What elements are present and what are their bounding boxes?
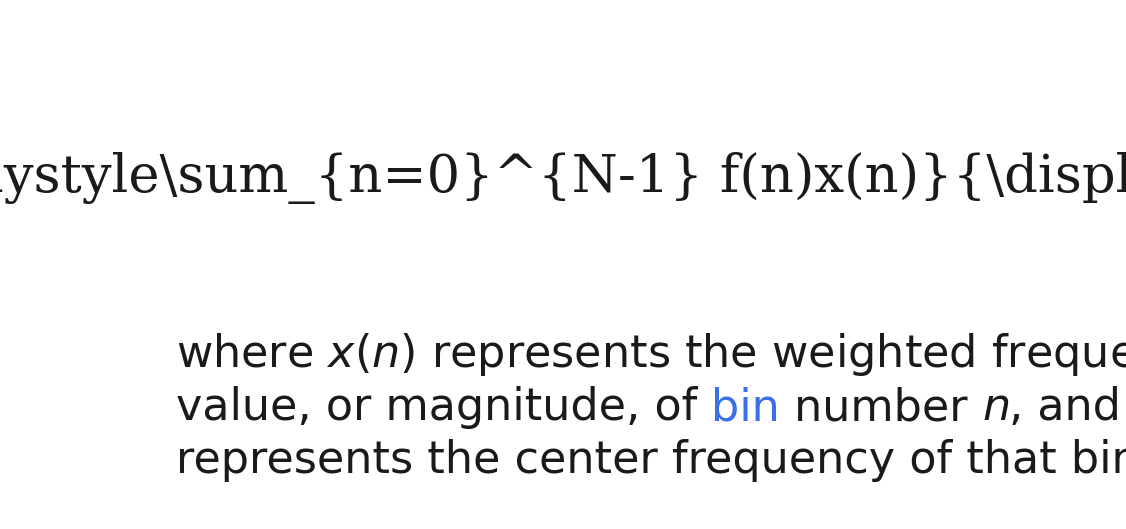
Text: \text{Centroid} = \dfrac{\displaystyle\sum_{n=0}^{N-1} f(n)x(n)}{\displaystyle\s: \text{Centroid} = \dfrac{\displaystyle\s…: [0, 151, 1126, 204]
Text: , and: , and: [1009, 386, 1126, 429]
Text: value, or magnitude, of: value, or magnitude, of: [176, 386, 711, 429]
Text: where $x(n)$ represents the weighted frequency: where $x(n)$ represents the weighted fre…: [176, 331, 1126, 378]
Text: represents the center frequency of that bin.: represents the center frequency of that …: [176, 439, 1126, 482]
Text: bin: bin: [711, 386, 780, 429]
Text: $n$: $n$: [982, 386, 1009, 429]
Text: number: number: [780, 386, 982, 429]
